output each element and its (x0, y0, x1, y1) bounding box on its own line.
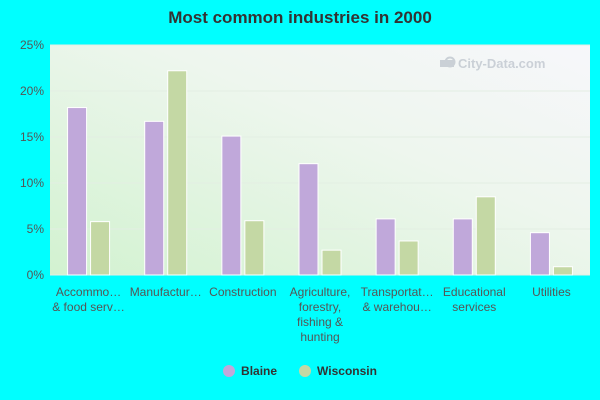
watermark-text: City-Data.com (458, 56, 545, 71)
x-category-label: Construction (209, 285, 276, 299)
bar-wisconsin (167, 70, 188, 276)
watermark: City-Data.com (440, 56, 545, 71)
bar-wisconsin (321, 249, 342, 276)
y-tick-label: 20% (20, 84, 44, 98)
y-tick-label: 25% (20, 38, 44, 52)
x-category-label: Agriculture, forestry, fishing & hunting (290, 285, 351, 344)
legend-label: Wisconsin (317, 364, 377, 378)
x-category-label: Manufactur… (130, 285, 202, 299)
bar-blaine (375, 218, 396, 276)
y-tick-label: 5% (27, 222, 45, 236)
bar-wisconsin (90, 221, 111, 276)
y-tick-label: 10% (20, 176, 44, 190)
plot-area (50, 45, 590, 275)
legend-label: Blaine (241, 364, 278, 378)
y-tick-label: 15% (20, 130, 44, 144)
legend-swatch (223, 365, 236, 377)
legend-item-blaine: Blaine (223, 364, 277, 378)
bar-wisconsin (398, 240, 419, 276)
chart-title: Most common industries in 2000 (168, 8, 432, 27)
bar-blaine (529, 232, 550, 276)
bar-wisconsin (475, 196, 496, 276)
bar-wisconsin (244, 220, 265, 276)
legend-swatch (299, 365, 312, 377)
x-category-label: Transportat… & warehou… (361, 285, 434, 314)
bars (67, 70, 573, 276)
magnifier-icon (440, 56, 456, 68)
legend: Blaine Wisconsin (0, 364, 600, 378)
x-category-label: Educational services (443, 285, 506, 314)
bar-blaine (298, 163, 319, 276)
bar-blaine (67, 107, 88, 276)
grid-lines (50, 44, 590, 276)
y-axis: 0% 5% 10% 15% 20% 25% (20, 38, 44, 282)
legend-item-wisconsin: Wisconsin (299, 364, 377, 378)
bar-blaine (452, 218, 473, 276)
bar-wisconsin (552, 266, 573, 276)
x-category-label: Utilities (532, 285, 571, 299)
x-axis: Accommo… & food serv… Manufactur… Construct… (52, 285, 571, 344)
bar-blaine (221, 135, 242, 276)
bar-blaine (144, 120, 165, 276)
x-category-label: Accommo… & food serv… (52, 285, 125, 314)
y-tick-label: 0% (27, 268, 45, 282)
